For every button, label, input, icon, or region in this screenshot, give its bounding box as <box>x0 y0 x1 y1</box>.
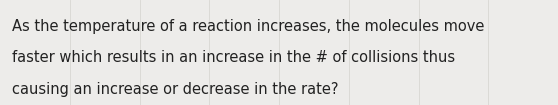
Text: faster which results in an increase in the # of collisions thus: faster which results in an increase in t… <box>12 50 455 65</box>
Text: As the temperature of a reaction increases, the molecules move: As the temperature of a reaction increas… <box>12 19 485 34</box>
Text: causing an increase or decrease in the rate?: causing an increase or decrease in the r… <box>12 82 339 97</box>
